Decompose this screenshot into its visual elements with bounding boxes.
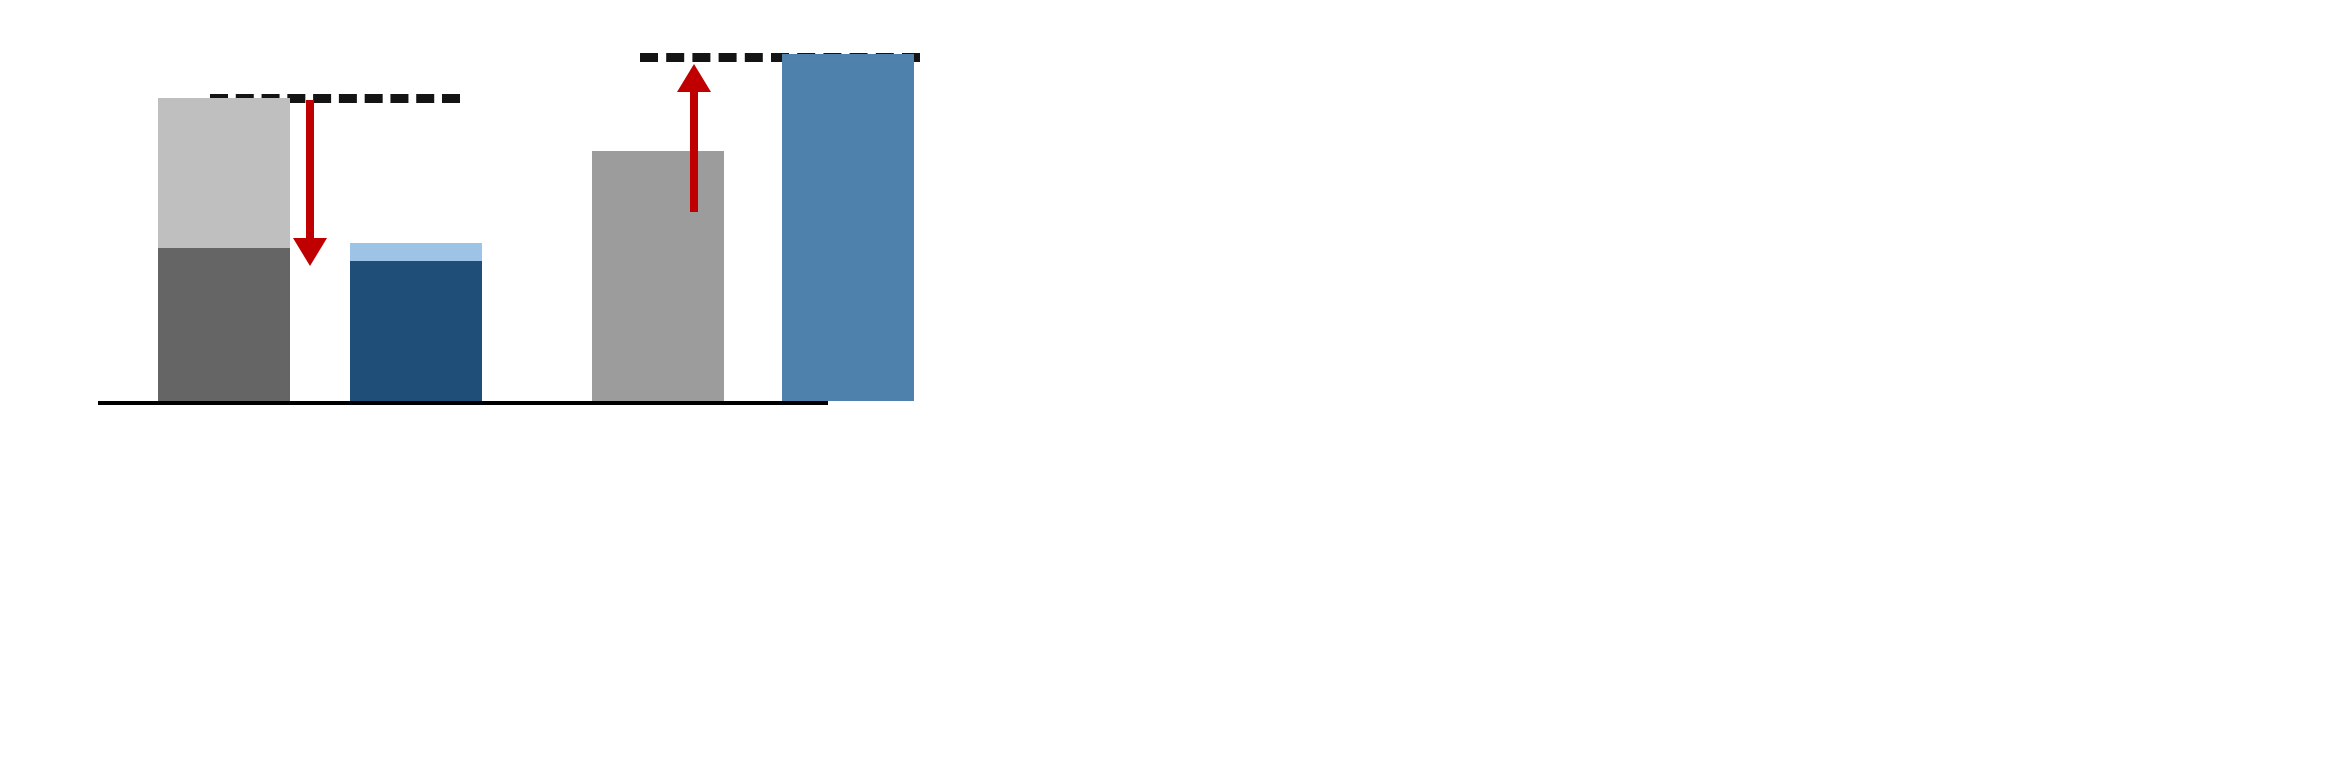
bar-memory-adam-mini <box>350 243 482 401</box>
panel-b-svg <box>880 0 1520 490</box>
panel-a-plot-area <box>30 8 920 408</box>
bar-segment-v-adamw <box>158 98 290 248</box>
bar-throughput-adam-mini <box>782 54 914 401</box>
memory-reference-dashed-line <box>210 94 460 103</box>
bar-segment-m-adamw <box>158 248 290 401</box>
panel-b-line-chart <box>880 0 1520 490</box>
bar-segment-m-adam-mini <box>350 261 482 401</box>
panel-a-bar-chart <box>30 8 920 488</box>
panel-c-svg <box>1520 0 2180 490</box>
bar-segment-v-adam-mini <box>350 243 482 261</box>
panels-row <box>30 0 2180 490</box>
memory-reduction-arrow-icon <box>293 100 327 266</box>
panel-c-line-chart <box>1520 0 2180 490</box>
throughput-reference-dashed-line <box>640 53 920 62</box>
bar-throughput-adamw <box>592 151 724 401</box>
throughput-increase-arrow-icon <box>677 64 711 212</box>
bar-memory-adamw <box>158 98 290 401</box>
panel-a-x-axis <box>98 401 828 405</box>
